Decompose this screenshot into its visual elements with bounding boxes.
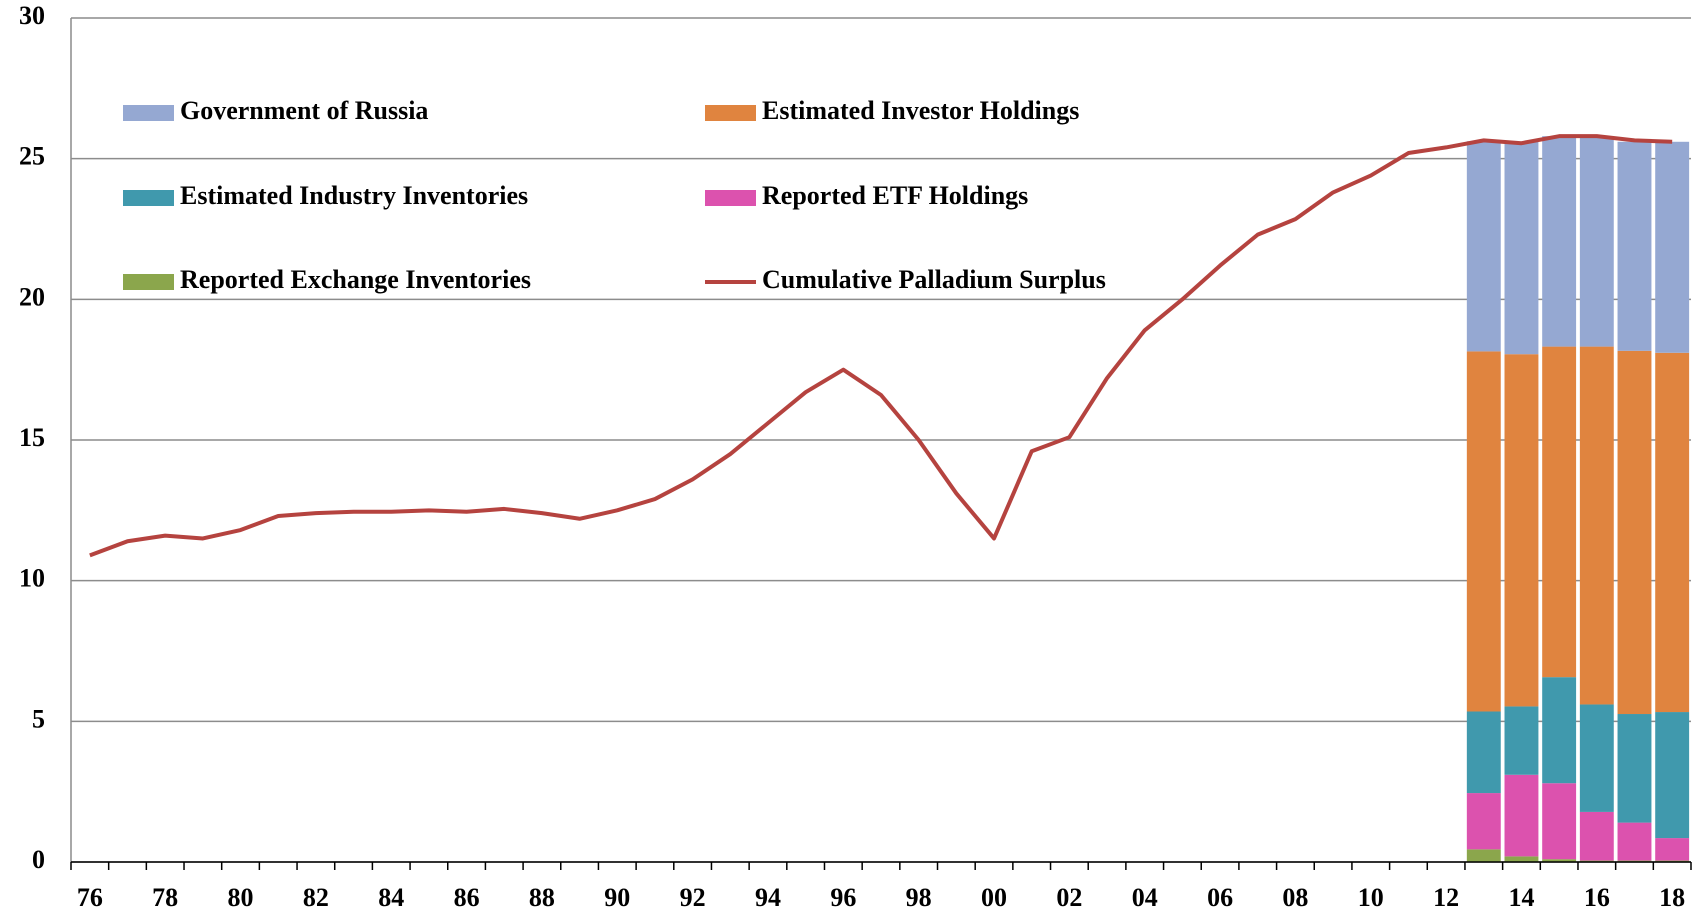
bar — [1617, 822, 1652, 861]
x-tick-label: 80 — [228, 883, 254, 912]
bar — [1504, 354, 1539, 707]
bar — [1655, 838, 1690, 861]
bar — [1617, 714, 1652, 823]
x-tick-label: 78 — [152, 883, 178, 912]
y-tick-label: 10 — [19, 564, 45, 593]
x-tick-label: 98 — [906, 883, 932, 912]
x-tick-label: 76 — [77, 883, 103, 912]
bar — [1542, 783, 1577, 860]
bar — [1579, 811, 1614, 861]
x-tick-label: 08 — [1282, 883, 1308, 912]
bar — [1542, 859, 1577, 862]
x-tick-label: 86 — [454, 883, 480, 912]
bar — [1542, 677, 1577, 784]
legend-label: Cumulative Palladium Surplus — [762, 265, 1106, 294]
bar — [1504, 774, 1539, 857]
bar — [1655, 712, 1690, 839]
bar — [1466, 351, 1501, 712]
x-tick-label: 10 — [1358, 883, 1384, 912]
bar — [1504, 706, 1539, 775]
legend-swatch — [123, 190, 174, 206]
bar — [1504, 141, 1539, 355]
legend-label: Reported ETF Holdings — [762, 181, 1028, 210]
bar — [1466, 793, 1501, 850]
bar — [1655, 352, 1690, 713]
y-tick-label: 15 — [19, 423, 45, 452]
bar — [1466, 711, 1501, 794]
legend-label: Reported Exchange Inventories — [180, 265, 531, 294]
x-tick-label: 16 — [1584, 883, 1610, 912]
y-tick-label: 0 — [32, 845, 45, 874]
x-tick-label: 00 — [981, 883, 1007, 912]
x-tick-label: 90 — [604, 883, 630, 912]
bar — [1617, 350, 1652, 715]
y-tick-label: 5 — [32, 704, 45, 733]
x-tick-label: 04 — [1132, 883, 1158, 912]
x-tick-label: 06 — [1207, 883, 1233, 912]
x-tick-label: 92 — [680, 883, 706, 912]
line — [89, 134, 1673, 558]
x-tick-label: 82 — [303, 883, 329, 912]
legend-label: Estimated Industry Inventories — [180, 181, 528, 210]
x-tick-label: 88 — [529, 883, 555, 912]
y-tick-label: 30 — [19, 1, 45, 30]
legend-swatch — [705, 105, 756, 121]
x-tick-label: 02 — [1056, 883, 1082, 912]
x-tick-label: 14 — [1508, 883, 1534, 912]
legend-swatch — [123, 105, 174, 121]
y-tick-label: 25 — [19, 142, 45, 171]
bar — [1542, 346, 1577, 678]
bar — [1617, 141, 1652, 351]
x-tick-label: 94 — [755, 883, 781, 912]
legend-swatch — [705, 190, 756, 206]
bar — [1579, 346, 1614, 705]
bar — [1504, 856, 1539, 862]
x-tick-label: 84 — [378, 883, 404, 912]
x-tick-label: 12 — [1433, 883, 1459, 912]
bar — [1655, 141, 1690, 353]
legend-label: Government of Russia — [180, 96, 428, 125]
legend-label: Estimated Investor Holdings — [762, 96, 1079, 125]
bar — [1466, 141, 1501, 352]
bar — [1542, 136, 1577, 347]
y-tick-label: 20 — [19, 282, 45, 311]
bar — [1579, 704, 1614, 812]
bar — [1466, 849, 1501, 862]
x-tick-label: 18 — [1659, 883, 1685, 912]
legend-swatch — [123, 274, 174, 290]
x-tick-label: 96 — [830, 883, 856, 912]
bar — [1579, 136, 1614, 347]
